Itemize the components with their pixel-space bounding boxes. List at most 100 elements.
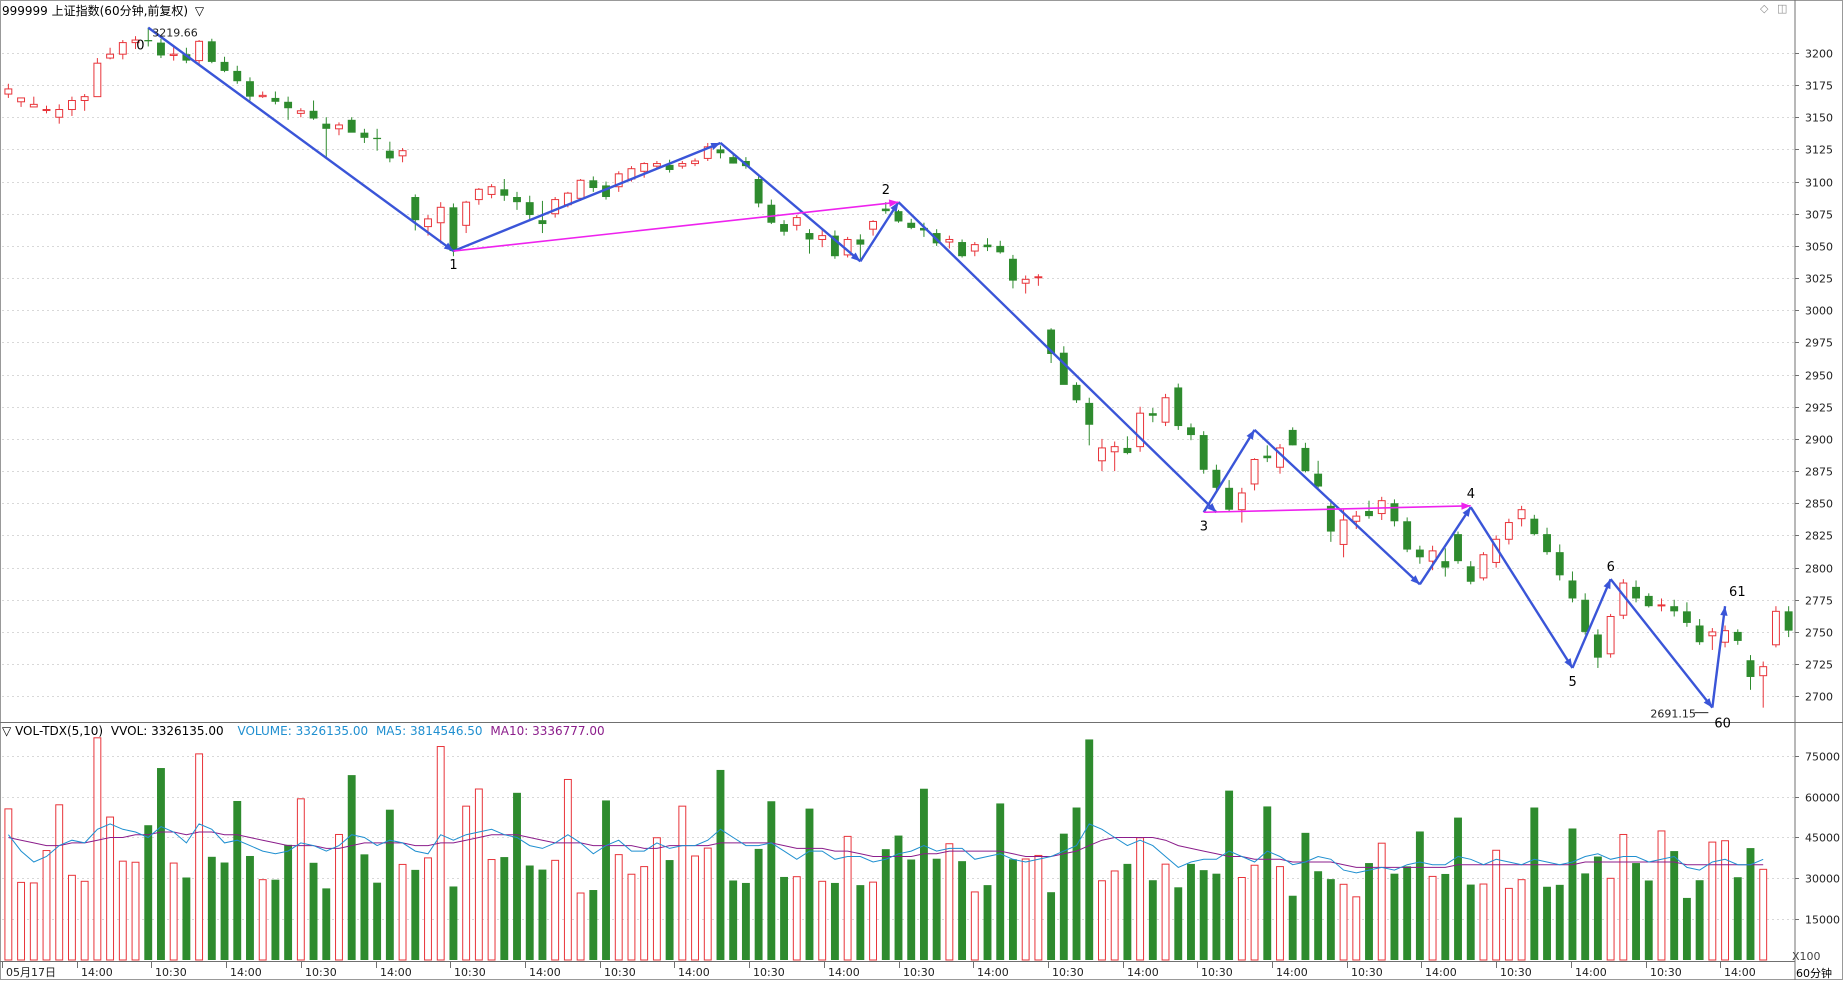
- candle-body-up: [1098, 447, 1106, 462]
- candle-body-down: [1390, 503, 1399, 522]
- volume-bar-down: [1441, 873, 1450, 960]
- volume-bar-down: [589, 890, 598, 960]
- time-tick-label: 14:00: [81, 966, 113, 979]
- wave-arrowhead: [888, 199, 899, 207]
- wave-arrowhead: [1246, 429, 1255, 440]
- candle-body-down: [1593, 634, 1602, 658]
- volume-bar-up: [424, 857, 432, 961]
- candle-body-down: [385, 150, 394, 159]
- volume-bar-down: [1326, 879, 1335, 960]
- wave-line: [719, 142, 862, 263]
- candle-body-down: [1695, 625, 1704, 643]
- candle-body-down: [1530, 518, 1539, 535]
- price-tick-label: 3050: [1805, 241, 1833, 254]
- candle-body-up: [1034, 276, 1043, 279]
- price-tick-label: 3175: [1805, 80, 1833, 93]
- volume-bar-up: [296, 798, 305, 961]
- wave-arrowhead: [443, 242, 454, 252]
- volume-bar-down: [513, 792, 521, 960]
- window-icon[interactable]: ◫: [1777, 2, 1788, 15]
- volume-bar-up: [869, 881, 878, 961]
- candle-body-up: [398, 150, 407, 157]
- candle-body-up: [1136, 412, 1145, 448]
- title-marker-icon[interactable]: ▽: [194, 4, 205, 18]
- candle-body-down: [729, 157, 738, 164]
- price-tick-label: 2800: [1805, 563, 1833, 576]
- candle-body-down: [958, 242, 967, 257]
- candle-body-down: [665, 164, 674, 170]
- time-tick-label: 10:30: [1201, 966, 1233, 979]
- volume-bar-up: [1161, 863, 1170, 961]
- candle-body-down: [182, 54, 191, 61]
- volume-bar-down: [1403, 866, 1412, 960]
- volume-bar-down: [907, 859, 916, 960]
- volume-bar-up: [169, 862, 178, 961]
- volume-bar-down: [1314, 871, 1323, 960]
- candle-body-down: [220, 61, 229, 71]
- volume-bar-up: [1021, 858, 1030, 961]
- volume-bar-down: [830, 882, 839, 960]
- candle-body-down: [1784, 611, 1793, 631]
- wave-arrowhead: [1720, 606, 1728, 616]
- diamond-icon[interactable]: ◇: [1760, 2, 1769, 15]
- price-tick-label: 3125: [1805, 144, 1833, 157]
- volume-bar-up: [551, 859, 560, 961]
- volume-bar-down: [360, 854, 369, 960]
- volume-bar-up: [93, 737, 102, 961]
- time-tick-label: 14:00: [529, 966, 561, 979]
- candle-body-up: [335, 124, 343, 130]
- volume-bar-down: [1301, 832, 1310, 960]
- volume-bar-down: [1123, 863, 1132, 960]
- wave-label: 0: [136, 39, 144, 54]
- volume-bar-up: [691, 855, 699, 961]
- volume-bar-up: [1352, 896, 1361, 961]
- candle-body-down: [1733, 631, 1742, 641]
- time-tick-label: 14:00: [1724, 966, 1756, 979]
- candle-body-up: [169, 53, 178, 56]
- candle-body-down: [1148, 413, 1157, 416]
- candle-body-up: [17, 97, 26, 103]
- volume-bar-down: [157, 768, 165, 960]
- wave-arrowhead: [710, 142, 721, 150]
- volume-bar-down: [500, 857, 509, 960]
- candle-body-up: [1237, 492, 1246, 511]
- volume-bar-down: [1682, 897, 1691, 960]
- volume-bar-down: [1225, 790, 1234, 960]
- volume-bar-down: [1199, 870, 1208, 960]
- candle-body-up: [576, 179, 585, 199]
- volume-bar-down: [1047, 892, 1056, 960]
- volume-bar-up: [614, 854, 623, 961]
- candle-body-up: [474, 188, 483, 201]
- volume-header-marker-icon[interactable]: ▽: [2, 724, 12, 738]
- candle-body-down: [1174, 387, 1183, 427]
- wave-arrowhead: [890, 202, 899, 212]
- volume-bar-down: [1009, 859, 1017, 960]
- wave-label: 6: [1607, 560, 1615, 575]
- volume-bar-down: [1187, 863, 1195, 960]
- volume-tick-label: 45000: [1805, 832, 1840, 845]
- candle-body-down: [271, 97, 280, 102]
- volume-bar-down: [881, 849, 890, 960]
- price-tick-label: 2700: [1805, 691, 1833, 704]
- candle-body-down: [1555, 552, 1564, 576]
- candle-body-up: [614, 173, 623, 188]
- price-tick-label: 2950: [1805, 370, 1833, 383]
- volume-bar-down: [856, 885, 865, 960]
- price-tick-label: 2825: [1805, 530, 1833, 543]
- time-tick-label: 14:00: [1276, 966, 1308, 979]
- period-label[interactable]: 60分钟: [1796, 967, 1832, 980]
- candle-body-down: [1403, 521, 1412, 550]
- wave-label: 61: [1729, 585, 1746, 600]
- ma10-line: [8, 831, 1764, 868]
- volume-bar-down: [729, 880, 738, 960]
- volume-bar-up: [563, 778, 572, 961]
- volume-bar-down: [1059, 833, 1068, 960]
- volume-bar-down: [780, 876, 788, 960]
- volume-bar-up: [843, 835, 852, 961]
- volume-bar-up: [1657, 830, 1666, 961]
- volume-bar-down: [373, 882, 382, 960]
- candle-body-down: [373, 137, 382, 140]
- price-tick-label: 3100: [1805, 177, 1833, 190]
- time-tick-label: 14:00: [828, 966, 860, 979]
